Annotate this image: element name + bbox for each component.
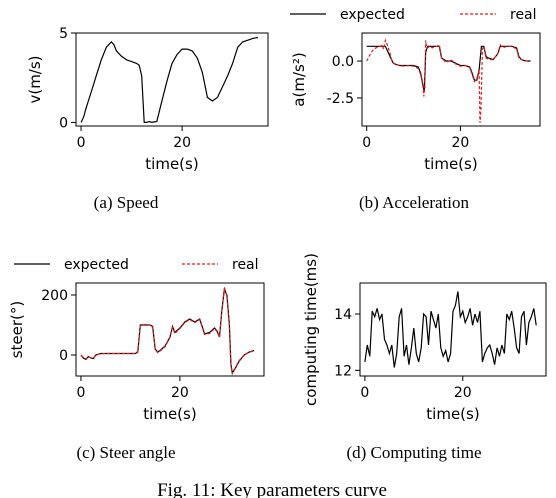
x-tick-label: 0 bbox=[360, 385, 369, 401]
x-tick-label: 20 bbox=[173, 135, 191, 151]
series-line-real bbox=[80, 287, 255, 376]
y-axis-label: computing time(ms) bbox=[302, 253, 320, 406]
x-axis-label: time(s) bbox=[145, 155, 198, 173]
caption-acceleration: (b) Acceleration bbox=[359, 193, 469, 212]
y-tick-label: 5 bbox=[59, 26, 68, 42]
axes-frame bbox=[359, 282, 547, 377]
x-tick-label: 20 bbox=[171, 385, 189, 401]
y-tick-label: 0.0 bbox=[332, 54, 354, 70]
caption-speed: (a) Speed bbox=[94, 193, 159, 212]
caption-steer: (c) Steer angle bbox=[76, 443, 175, 462]
y-tick-label: 12 bbox=[334, 363, 352, 379]
series-line-expected bbox=[80, 286, 255, 375]
x-axis-label: time(s) bbox=[143, 405, 196, 423]
x-axis-label: time(s) bbox=[426, 405, 479, 423]
legend-label-expected: expected bbox=[64, 257, 129, 273]
x-tick-label: 0 bbox=[76, 385, 85, 401]
legend-label-real: real bbox=[232, 257, 259, 273]
series-line-expected bbox=[366, 45, 531, 93]
y-tick-label: 0 bbox=[59, 348, 68, 364]
legend-label-real: real bbox=[510, 7, 537, 23]
y-tick-label: -2.5 bbox=[327, 91, 354, 107]
x-tick-label: 0 bbox=[77, 135, 86, 151]
axes-frame bbox=[361, 32, 541, 127]
figure-caption: Fig. 11: Key parameters curve bbox=[157, 480, 387, 498]
x-axis-label: time(s) bbox=[424, 155, 477, 173]
legend-label-expected: expected bbox=[340, 7, 405, 23]
caption-computing-time: (d) Computing time bbox=[346, 443, 481, 462]
panel-speed: 0 20 0 5 time(s) v(m/s) bbox=[26, 26, 269, 173]
panel-acceleration: 0 20 0.0 -2.5 time(s) a(m/s²) expected real bbox=[290, 7, 541, 173]
y-axis-label: a(m/s²) bbox=[290, 52, 308, 106]
y-axis-label: steer(°) bbox=[8, 301, 26, 359]
y-tick-label: 0 bbox=[59, 115, 68, 131]
axes-frame bbox=[75, 32, 269, 127]
y-axis-label: v(m/s) bbox=[26, 55, 44, 103]
y-tick-label: 200 bbox=[41, 288, 68, 304]
series-line-data bbox=[364, 291, 537, 368]
x-tick-label: 20 bbox=[451, 135, 469, 151]
series-line-data bbox=[80, 36, 259, 124]
x-tick-label: 0 bbox=[362, 135, 371, 151]
y-tick-label: 14 bbox=[334, 307, 352, 323]
x-tick-label: 20 bbox=[454, 385, 472, 401]
panel-computing-time: 0 20 12 14 time(s) computing time(ms) bbox=[302, 253, 547, 423]
series-line-real bbox=[366, 38, 531, 124]
axes-frame bbox=[75, 282, 265, 377]
